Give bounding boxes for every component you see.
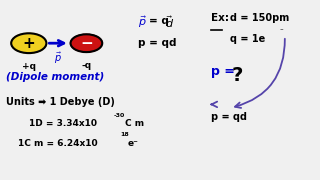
Text: (Dipole moment): (Dipole moment) (6, 72, 105, 82)
Text: −: − (80, 36, 93, 51)
Text: d = 150pm: d = 150pm (230, 13, 290, 23)
Text: $\vec{d}$: $\vec{d}$ (165, 14, 174, 30)
Text: ?: ? (232, 66, 244, 85)
Text: +q: +q (22, 62, 36, 71)
Text: C m: C m (125, 119, 144, 128)
Text: q = 1e: q = 1e (230, 34, 266, 44)
Circle shape (71, 34, 102, 52)
Text: p =: p = (211, 65, 235, 78)
Text: -q: -q (81, 61, 92, 70)
Text: Units ➡ 1 Debye (D): Units ➡ 1 Debye (D) (6, 97, 115, 107)
Text: ⁻: ⁻ (280, 28, 284, 34)
Text: 18: 18 (120, 132, 129, 137)
Text: 1D = 3.34x10: 1D = 3.34x10 (29, 119, 97, 128)
Text: 1C m = 6.24x10: 1C m = 6.24x10 (18, 139, 97, 148)
Text: $\vec{p}$: $\vec{p}$ (54, 50, 61, 66)
Text: = q: = q (149, 16, 169, 26)
Text: $\vec{p}$: $\vec{p}$ (138, 14, 146, 30)
Text: +: + (22, 36, 35, 51)
Text: -30: -30 (114, 112, 125, 118)
Text: Ex:: Ex: (211, 13, 229, 23)
Text: p = qd: p = qd (211, 112, 247, 122)
Text: e⁻: e⁻ (128, 139, 139, 148)
Circle shape (11, 33, 46, 53)
Text: p = qd: p = qd (138, 38, 176, 48)
